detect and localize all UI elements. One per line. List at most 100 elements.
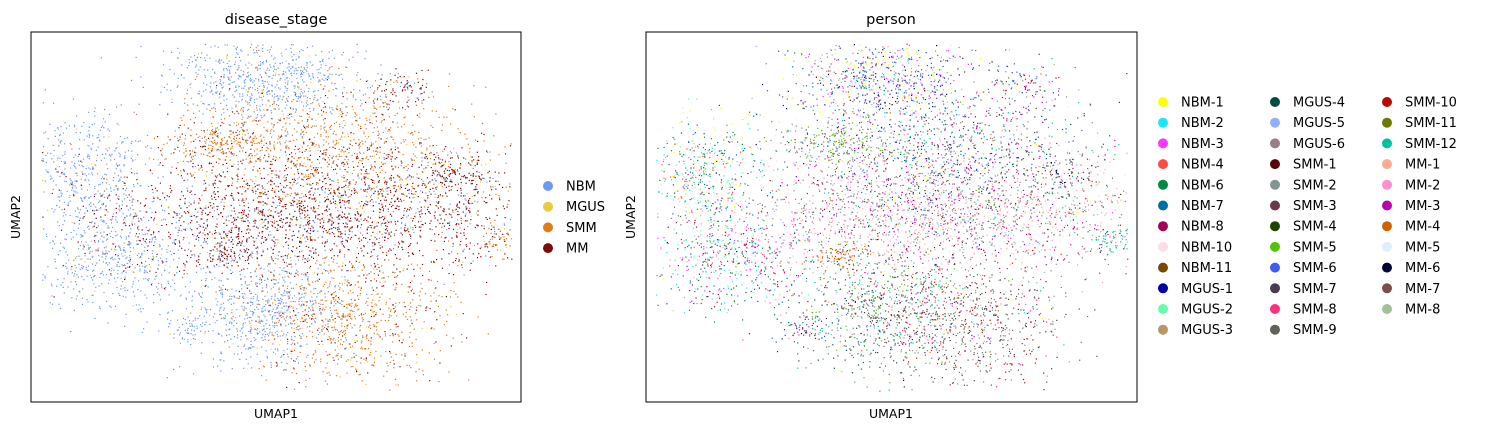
scatter-point [336,142,338,144]
scatter-point [199,315,201,317]
scatter-point [262,204,264,206]
scatter-point [138,239,140,242]
scatter-point [248,91,250,93]
scatter-point [114,305,117,307]
scatter-point [211,195,213,197]
scatter-point [386,187,388,189]
scatter-point [287,88,289,90]
scatter-point [122,188,124,190]
scatter-point [260,76,263,79]
scatter-point [204,140,206,143]
scatter-point [305,149,307,151]
scatter-point [406,210,408,212]
scatter-point [271,221,273,223]
scatter-point [414,130,416,132]
scatter-point [380,138,382,140]
scatter-point [273,191,276,193]
scatter-point [105,174,107,176]
scatter-point [193,235,195,237]
scatter-point [391,185,393,187]
scatter-point [424,184,426,186]
scatter-point [383,157,385,159]
scatter-point [293,215,295,217]
scatter-point [326,232,328,234]
scatter-point [256,306,258,308]
scatter-point [69,142,71,144]
scatter-point [153,200,155,202]
scatter-point [243,87,245,89]
scatter-point [317,172,319,174]
scatter-point [248,232,250,234]
scatter-point [276,282,278,284]
scatter-point [107,211,109,213]
scatter-point [82,288,84,290]
scatter-point [394,158,396,160]
scatter-point [285,179,287,181]
scatter-point [411,190,413,192]
scatter-point [204,333,206,335]
scatter-point [223,208,225,210]
scatter-point [152,258,155,260]
scatter-point [138,225,140,227]
scatter-point [176,266,178,268]
scatter-point [148,257,150,259]
scatter-point [201,52,203,54]
scatter-point [441,258,443,260]
scatter-point [299,224,301,226]
scatter-point [387,181,389,183]
scatter-point [304,261,306,264]
scatter-point [110,274,112,277]
scatter-point [261,146,263,149]
scatter-point [243,205,245,207]
scatter-point [467,201,469,203]
scatter-point [115,185,117,187]
scatter-point [259,61,262,63]
scatter-point [136,240,138,242]
scatter-point [173,368,175,371]
scatter-point [306,47,308,49]
scatter-point [307,104,309,106]
scatter-point [273,101,275,103]
scatter-point [249,73,252,76]
scatter-point [182,195,184,197]
scatter-point [225,194,227,197]
scatter-point [116,202,118,205]
scatter-point [201,213,203,215]
scatter-point [314,211,316,213]
scatter-point [266,215,269,217]
scatter-point [261,92,263,95]
scatter-point [390,177,392,179]
scatter-point [69,178,71,180]
scatter-point [376,238,378,240]
scatter-point [124,217,126,219]
scatter-point [384,236,386,238]
scatter-point [101,203,103,205]
scatter-point [263,214,265,216]
scatter-point [274,62,276,64]
scatter-point [184,286,186,288]
scatter-point [439,175,441,177]
scatter-point [234,219,236,221]
scatter-point [458,259,460,261]
scatter-point [418,226,420,228]
scatter-point [144,294,146,296]
scatter-point [261,287,264,289]
scatter-point [503,208,505,210]
scatter-point [191,323,193,325]
scatter-point [411,132,413,134]
scatter-point [266,248,269,250]
scatter-point [485,163,487,165]
scatter-point [291,160,293,162]
scatter-point [178,257,180,259]
scatter-point [331,220,333,222]
scatter-point [181,177,183,179]
scatter-point [84,173,86,175]
scatter-point [250,97,253,99]
scatter-point [279,198,281,200]
scatter-point [452,261,454,263]
scatter-point [288,238,290,240]
scatter-point [246,240,248,242]
scatter-point [89,221,91,223]
scatter-point [103,236,105,238]
scatter-point [333,243,335,245]
